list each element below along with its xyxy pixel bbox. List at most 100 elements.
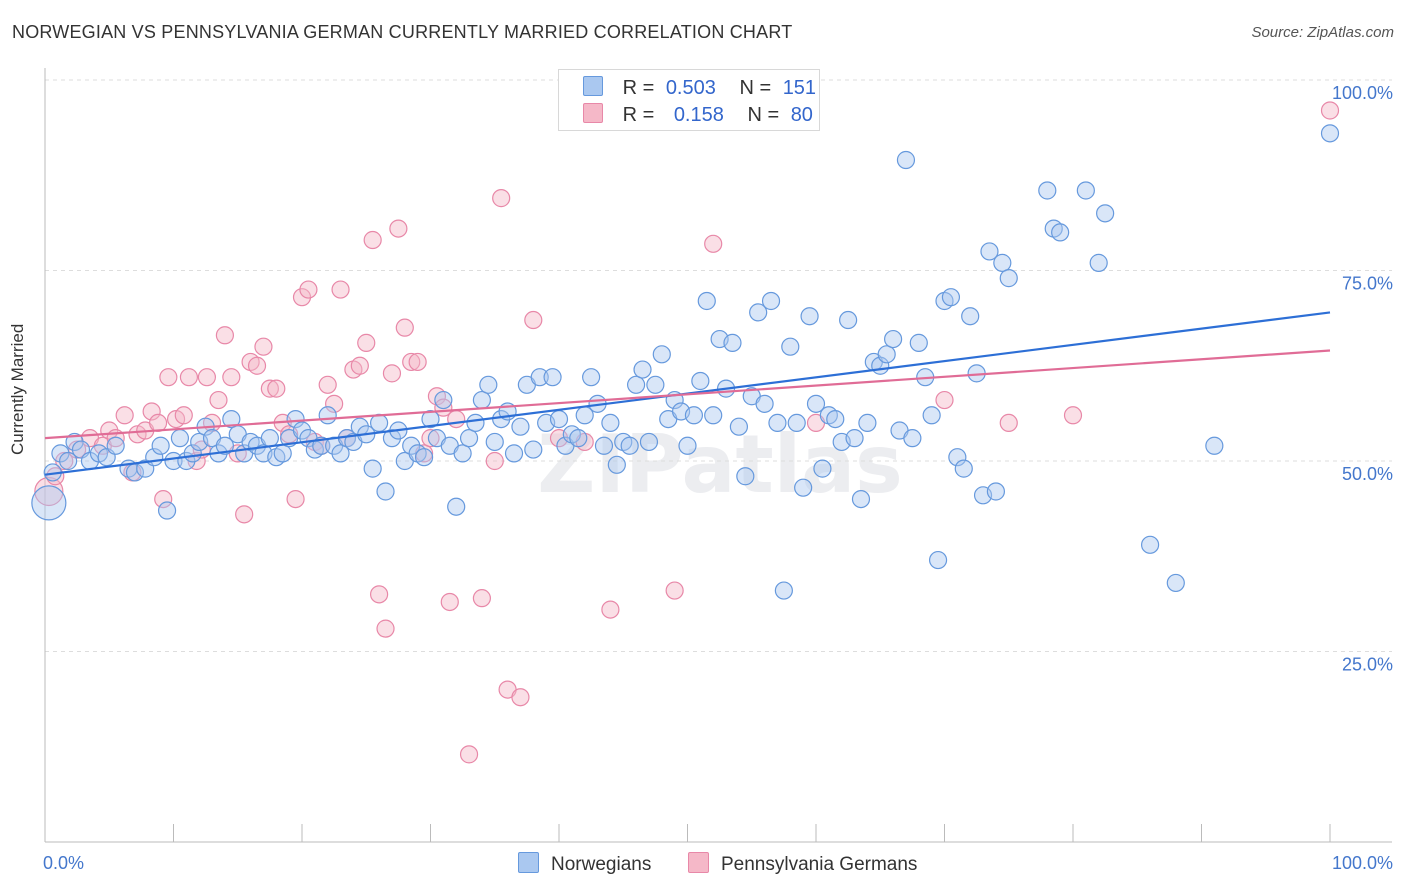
data-point xyxy=(582,368,601,387)
data-point xyxy=(235,505,254,524)
data-point xyxy=(903,429,922,448)
source-label: Source: ZipAtlas.com xyxy=(1251,24,1394,41)
data-point xyxy=(1320,101,1340,120)
data-point xyxy=(395,318,414,337)
data-point xyxy=(459,745,479,764)
data-point xyxy=(170,429,190,448)
data-point xyxy=(1063,406,1083,425)
data-point xyxy=(370,585,389,604)
data-point xyxy=(530,368,549,387)
data-point xyxy=(652,345,671,364)
data-point xyxy=(601,413,620,432)
data-point xyxy=(774,581,793,600)
data-point xyxy=(318,406,337,425)
data-point xyxy=(376,619,395,638)
data-point xyxy=(350,356,369,375)
data-point xyxy=(883,329,903,349)
bottom-legend-label: Norwegians xyxy=(551,854,652,875)
data-point xyxy=(222,409,241,429)
data-point xyxy=(626,375,646,394)
data-point xyxy=(845,429,864,448)
data-point xyxy=(106,436,125,455)
data-point xyxy=(806,394,826,413)
chart-title: NORWEGIAN VS PENNSYLVANIA GERMAN CURRENT… xyxy=(12,22,793,42)
data-point xyxy=(485,432,504,452)
data-point xyxy=(292,288,312,307)
data-point xyxy=(633,360,652,379)
data-point xyxy=(761,291,781,311)
data-point xyxy=(986,482,1006,501)
bottom-legend-label: Pennsylvania Germans xyxy=(721,854,918,875)
data-point xyxy=(909,333,928,352)
y-tick-label: 100.0% xyxy=(1332,83,1393,103)
data-point xyxy=(569,429,588,448)
data-point xyxy=(543,368,562,387)
data-point xyxy=(1038,181,1057,200)
data-point xyxy=(421,429,440,448)
data-point xyxy=(363,459,382,478)
data-point xyxy=(260,379,279,398)
data-point xyxy=(524,440,543,459)
data-point xyxy=(800,307,819,326)
data-point xyxy=(749,303,768,322)
data-point xyxy=(1096,204,1115,223)
data-point xyxy=(729,417,749,436)
legend-r-value: 0.158 xyxy=(673,104,724,126)
x-tick-label: 100.0% xyxy=(1332,853,1393,873)
data-point xyxy=(935,390,954,410)
data-point xyxy=(247,356,267,375)
data-point xyxy=(704,234,723,253)
data-point xyxy=(826,409,845,429)
data-point xyxy=(665,581,684,600)
data-point xyxy=(961,307,980,326)
data-point xyxy=(414,448,434,467)
axes xyxy=(44,68,1392,843)
data-point xyxy=(286,409,305,429)
data-point xyxy=(485,451,504,471)
data-point xyxy=(209,390,228,410)
data-point xyxy=(402,436,421,455)
data-point xyxy=(434,390,453,410)
data-point xyxy=(453,444,472,463)
data-point xyxy=(954,459,973,478)
data-point xyxy=(179,368,199,387)
data-point xyxy=(511,688,530,707)
data-point xyxy=(115,406,134,425)
data-point xyxy=(472,589,491,608)
bottom-legend-swatch-norwegians xyxy=(518,852,539,873)
x-tick-label: 0.0% xyxy=(43,853,84,873)
legend-row-norwegians: R = 0.503 N = 151 xyxy=(583,76,816,102)
data-point xyxy=(51,444,70,463)
data-point xyxy=(851,490,871,509)
legend-n-label: N = xyxy=(747,104,780,126)
data-point xyxy=(382,429,402,448)
stats-legend: R = 0.503 N = 151 R = 0.158 N = 80 xyxy=(558,69,820,131)
data-point xyxy=(197,368,217,387)
data-point xyxy=(299,280,318,299)
data-point xyxy=(768,413,787,432)
data-point xyxy=(466,413,485,432)
data-point xyxy=(858,413,877,432)
legend-n-value: 80 xyxy=(790,104,813,126)
data-point xyxy=(1320,124,1340,143)
data-point xyxy=(164,451,183,471)
data-point xyxy=(993,253,1012,272)
data-point xyxy=(312,436,331,455)
data-point xyxy=(678,436,697,455)
data-point xyxy=(254,337,273,356)
y-tick-label: 50.0% xyxy=(1342,464,1393,484)
data-point xyxy=(1076,181,1095,200)
data-point xyxy=(787,413,806,432)
data-point xyxy=(511,417,530,436)
data-point xyxy=(684,406,704,425)
data-point xyxy=(479,375,498,394)
data-point xyxy=(1051,223,1070,242)
data-point xyxy=(267,379,286,398)
bottom-legend-norwegians: Norwegians xyxy=(518,852,651,876)
legend-swatch-pennsylvania-germans xyxy=(583,103,603,123)
data-point xyxy=(447,497,466,516)
data-point xyxy=(549,409,569,429)
data-point xyxy=(980,242,999,261)
data-point xyxy=(174,406,193,425)
legend-r-label: R = xyxy=(622,77,655,99)
